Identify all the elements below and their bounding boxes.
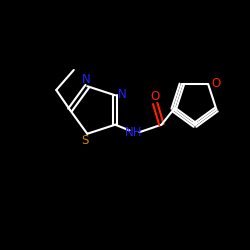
Text: S: S	[82, 134, 89, 147]
Text: O: O	[150, 90, 160, 103]
Text: N: N	[82, 73, 90, 86]
Text: O: O	[211, 76, 220, 90]
Text: N: N	[118, 88, 127, 101]
Text: NH: NH	[125, 126, 143, 139]
